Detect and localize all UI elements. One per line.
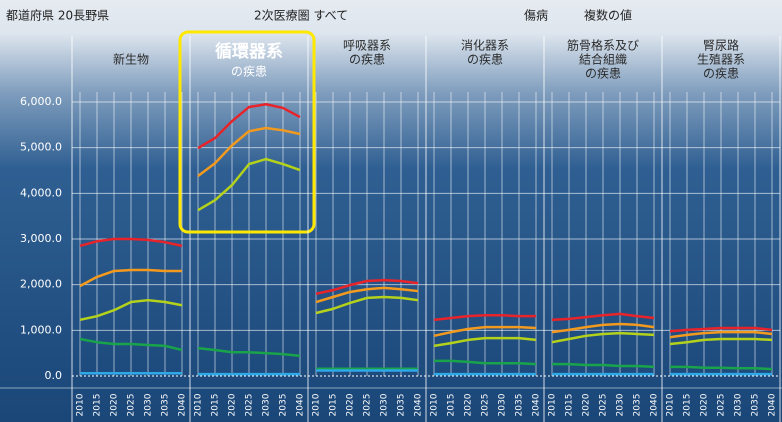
x-tick-label: 2015	[329, 394, 339, 417]
x-tick-label: 2020	[464, 393, 474, 416]
x-tick-label: 2015	[683, 394, 693, 417]
panel-title: 生殖器系	[697, 52, 745, 67]
disease-label: 傷病	[524, 8, 548, 23]
x-tick-label: 2040	[414, 393, 424, 416]
x-tick-label: 2025	[481, 394, 491, 417]
x-tick-label: 2025	[599, 394, 609, 417]
x-tick-label: 2015	[93, 394, 103, 417]
x-tick-label: 2035	[633, 394, 643, 417]
panel-title: 循環器系	[215, 41, 283, 62]
x-tick-label: 2040	[178, 393, 188, 416]
x-tick-label: 2030	[380, 393, 390, 416]
x-tick-label: 2020	[228, 393, 238, 416]
panel-title: 結合組織	[579, 52, 627, 67]
y-tick-label: 3,000.0	[20, 232, 62, 245]
x-tick-label: 2030	[616, 393, 626, 416]
x-tick-label: 2020	[346, 393, 356, 416]
area-label: 2次医療圏 すべて	[254, 9, 348, 23]
x-tick-label: 2040	[532, 393, 542, 416]
panel-title: 筋骨格系及び	[567, 38, 639, 53]
x-tick-label: 2035	[397, 394, 407, 417]
x-tick-label: 2040	[768, 393, 778, 416]
x-tick-label: 2035	[515, 394, 525, 417]
measure-label: 複数の値	[584, 8, 632, 23]
panel-title: の疾患	[703, 66, 739, 81]
x-tick-label: 2020	[110, 393, 120, 416]
x-tick-label: 2030	[734, 393, 744, 416]
x-tick-label: 2015	[447, 394, 457, 417]
x-tick-label: 2030	[498, 393, 508, 416]
x-tick-label: 2035	[279, 394, 289, 417]
x-tick-label: 2040	[296, 393, 306, 416]
x-tick-label: 2020	[582, 393, 592, 416]
x-tick-label: 2025	[127, 394, 137, 417]
panel-title: の疾患	[231, 64, 267, 79]
x-tick-label: 2010	[76, 393, 86, 416]
x-tick-label: 2010	[666, 393, 676, 416]
x-tick-label: 2010	[548, 393, 558, 416]
x-tick-label: 2020	[700, 393, 710, 416]
region-label: 都道府県 20長野県	[6, 8, 109, 23]
panel-title: 消化器系	[461, 39, 509, 53]
panel-title: の疾患	[349, 52, 385, 67]
panel-title: 腎尿路	[703, 38, 739, 53]
x-tick-label: 2035	[161, 394, 171, 417]
x-tick-label: 2010	[312, 393, 322, 416]
x-tick-label: 2025	[245, 394, 255, 417]
y-tick-label: 0.0	[45, 369, 63, 382]
x-tick-label: 2030	[144, 393, 154, 416]
panel-title: の疾患	[467, 52, 503, 67]
panel-title: 呼吸器系	[343, 39, 391, 53]
y-tick-label: 6,000.0	[20, 95, 62, 108]
x-tick-label: 2025	[717, 394, 727, 417]
y-tick-label: 2,000.0	[20, 278, 62, 291]
y-tick-label: 5,000.0	[20, 141, 62, 154]
chart: 都道府県 20長野県 2次医療圏 すべて 傷病 複数の値 0.0 1,000.0 2…	[0, 0, 782, 422]
panel-title: の疾患	[585, 66, 621, 81]
x-tick-label: 2015	[211, 394, 221, 417]
panel-title: 新生物	[113, 52, 149, 67]
x-tick-label: 2035	[751, 394, 761, 417]
x-tick-label: 2030	[262, 393, 272, 416]
page: 都道府県 20長野県 2次医療圏 すべて 傷病 複数の値 0.0 1,000.0 2…	[0, 0, 782, 422]
x-tick-label: 2015	[565, 394, 575, 417]
x-tick-label: 2040	[650, 393, 660, 416]
y-tick-label: 1,000.0	[20, 323, 62, 336]
x-tick-label: 2010	[194, 393, 204, 416]
y-tick-label: 4,000.0	[20, 186, 62, 199]
x-tick-label: 2010	[430, 393, 440, 416]
x-tick-label: 2025	[363, 394, 373, 417]
